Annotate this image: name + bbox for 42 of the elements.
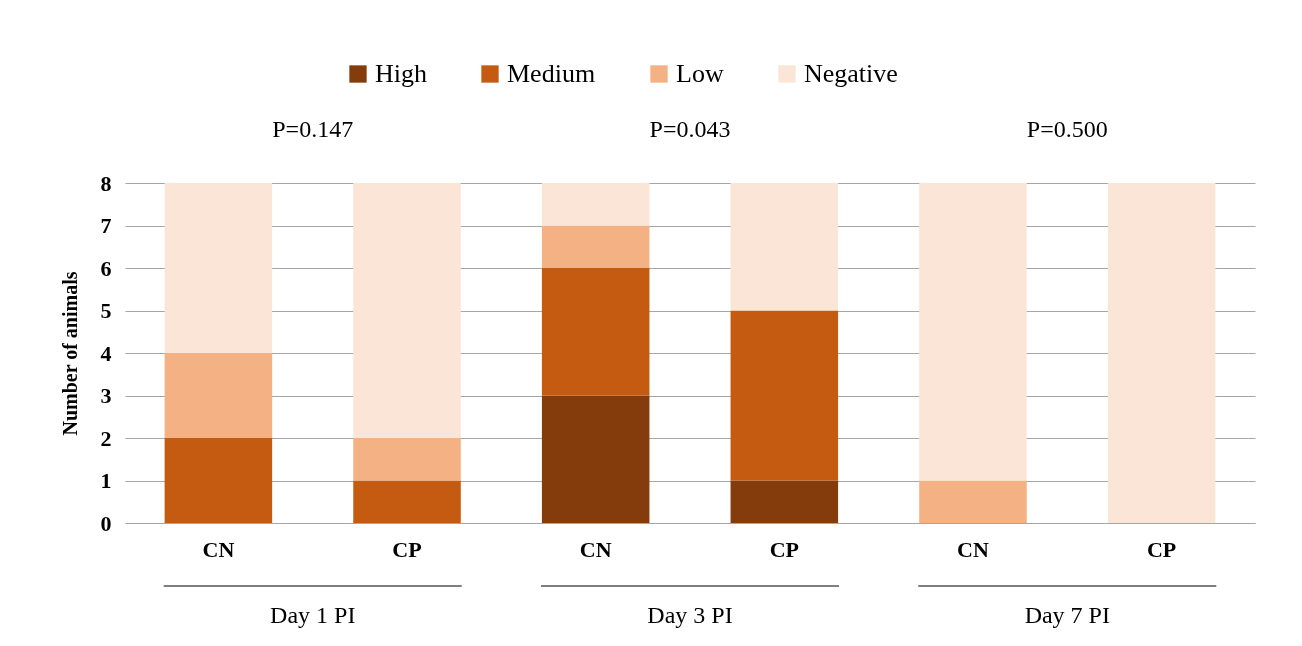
legend-label: Low [676, 59, 724, 88]
y-tick-label: 3 [100, 383, 112, 408]
legend-label: High [375, 59, 427, 88]
x-tick-label: CP [769, 536, 799, 562]
bar [164, 438, 273, 523]
x-tick-label: CN [202, 536, 235, 562]
y-tick-label: 6 [100, 255, 112, 281]
y-tick-label: 4 [100, 340, 112, 366]
bar [541, 225, 650, 268]
legend-label: Negative [804, 59, 898, 88]
x-tick-label: CN [579, 536, 612, 562]
bar [164, 183, 273, 353]
text: P=0.500 [1026, 116, 1108, 142]
bar [1107, 183, 1216, 523]
bar [730, 183, 839, 311]
text: Day 3 PI [647, 602, 733, 628]
text: P=0.043 [649, 116, 731, 142]
y-tick-label: 1 [100, 468, 112, 493]
bar [919, 183, 1027, 481]
bar [353, 480, 461, 523]
x-tick-label: CP [1146, 536, 1177, 562]
y-tick-label: 2 [100, 425, 112, 451]
bar [541, 395, 650, 523]
bar [919, 480, 1027, 523]
text: Day 7 PI [1024, 602, 1110, 628]
y-tick-label: 0 [100, 510, 112, 536]
y-tick-label: 8 [100, 170, 112, 196]
legend-label: Medium [507, 59, 596, 88]
bar [541, 183, 650, 226]
y-tick-label: 5 [100, 298, 112, 323]
y-axis-title: Number of animals [58, 271, 81, 436]
bar [541, 268, 650, 396]
x-tick-label: CN [957, 536, 989, 562]
y-tick-label: 7 [100, 213, 112, 238]
bar [730, 310, 839, 481]
bar [164, 353, 273, 438]
x-tick-label: CP [392, 536, 422, 562]
bar [730, 480, 839, 523]
bar [353, 183, 461, 438]
text: P=0.147 [272, 116, 354, 142]
bar [353, 438, 461, 481]
text: Day 1 PI [270, 602, 356, 628]
